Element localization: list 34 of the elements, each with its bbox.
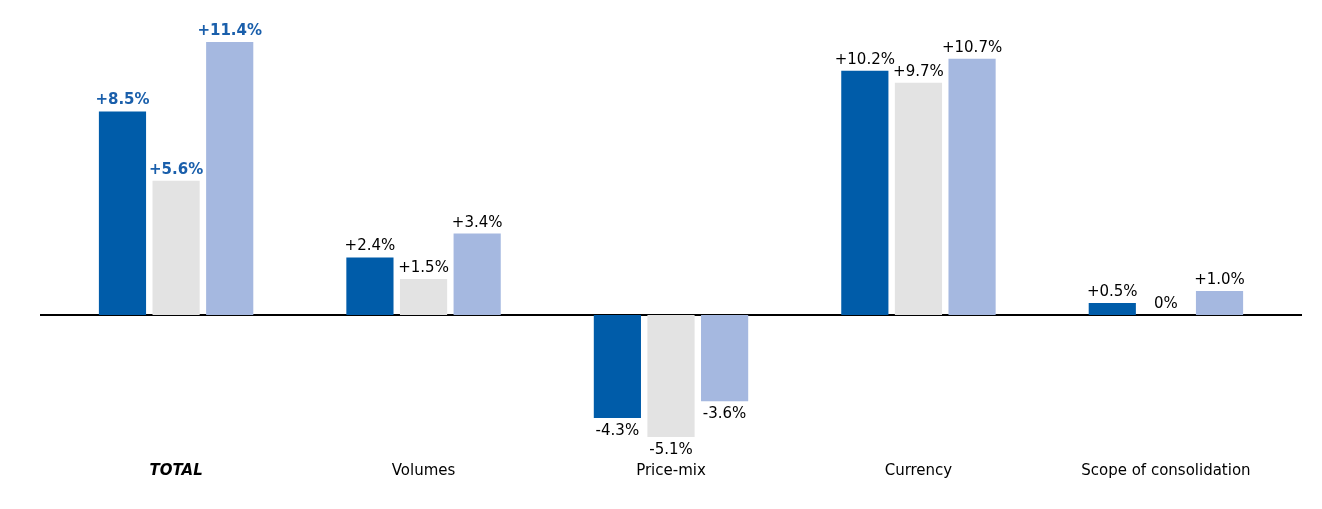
data-label: +1.5% [398, 258, 449, 277]
bar [1088, 302, 1136, 315]
bar [453, 233, 501, 315]
data-label: +11.4% [197, 20, 263, 39]
bar [206, 41, 254, 315]
data-label: +3.4% [451, 212, 503, 231]
data-label: -5.1% [649, 440, 693, 459]
data-label: +9.7% [893, 61, 944, 80]
data-label: +5.6% [149, 159, 204, 178]
data-label: -3.6% [702, 404, 747, 423]
bar [593, 314, 641, 418]
x-tick-label: TOTAL [149, 461, 203, 479]
bar [894, 82, 943, 315]
bar [152, 180, 200, 315]
data-label: +2.4% [344, 236, 396, 255]
x-tick-label: Volumes [391, 461, 456, 479]
data-label: +0.5% [1086, 281, 1138, 300]
data-label: +10.2% [834, 49, 895, 68]
data-label: +1.0% [1194, 269, 1245, 288]
x-tick-label: Currency [884, 461, 953, 479]
x-tick-label: Scope of consolidation [1081, 461, 1251, 479]
bar [841, 70, 889, 315]
bar [98, 111, 147, 315]
bar [948, 58, 996, 315]
bar [346, 257, 394, 315]
bar [1195, 290, 1244, 315]
bar [647, 314, 695, 438]
bar [701, 314, 749, 402]
data-label: +8.5% [95, 90, 150, 109]
data-label: +10.7% [941, 37, 1003, 56]
bar [399, 279, 448, 315]
x-tick-label: Price-mix [636, 461, 706, 479]
data-label: 0% [1154, 293, 1178, 312]
data-label: -4.3% [595, 420, 640, 439]
